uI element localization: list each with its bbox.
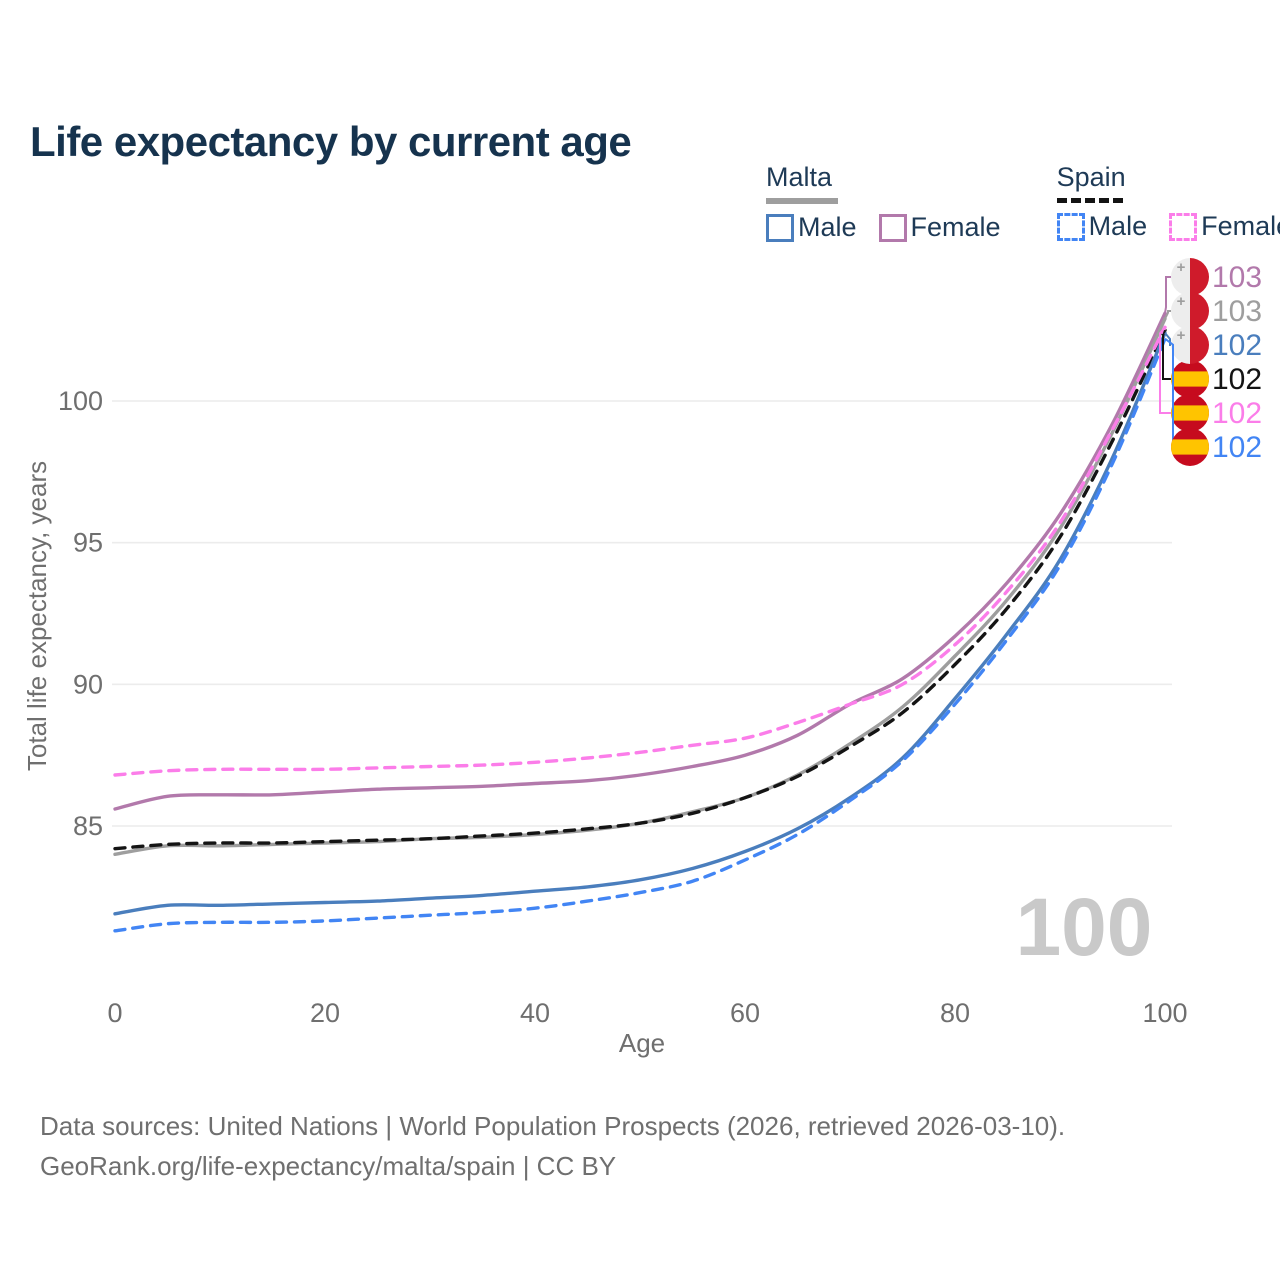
series-line-malta-female [113,311,1167,811]
y-axis-label: Total life expectancy, years [22,461,52,771]
attribution-text: GeoRank.org/life-expectancy/malta/spain … [40,1151,617,1181]
x-tick-0: 0 [107,998,122,1028]
endpoint-value-spain: 102 [1212,363,1262,396]
spain-flag-icon [1171,439,1209,455]
leader-line-malta [1164,310,1171,320]
chart-legend: Malta Male Female Spain Male [766,162,1280,243]
malta-cross-icon: + [1177,259,1186,276]
legend-spain-label: Spain [1056,162,1126,192]
endpoint-value-malta-female: 103 [1212,261,1262,294]
hovered-age-watermark: 100 [1016,882,1153,973]
x-tick-20: 20 [310,998,340,1028]
page-title: Life expectancy by current age [30,118,632,166]
leader-line-spain [1162,329,1171,380]
malta-female-swatch [878,213,907,242]
malta-flag-icon [1190,326,1209,364]
endpoint-value-spain-female: 102 [1212,397,1262,430]
y-tick-95: 95 [73,528,103,558]
endpoint-value-malta: 103 [1212,295,1262,328]
leader-line-malta-female [1164,276,1171,314]
x-tick-100: 100 [1142,998,1187,1028]
legend-malta-header[interactable]: Malta [766,162,1001,204]
footer: Data sources: United Nations | World Pop… [40,1106,1065,1186]
x-tick-60: 60 [730,998,760,1028]
legend-item-label: Male [798,212,857,242]
endpoint-value-spain-male: 102 [1212,431,1262,464]
malta-flag-icon [1171,326,1190,364]
legend-item-spain-male[interactable]: Male [1056,211,1148,242]
series-line-spain-male [113,337,1167,933]
y-tick-100: 100 [58,386,103,416]
data-sources-text: Data sources: United Nations | World Pop… [40,1111,1066,1141]
malta-solid-line-swatch [766,198,838,204]
spain-flag-icon [1171,371,1209,387]
malta-male-swatch [766,213,794,242]
legend-item-label: Male [1088,211,1148,241]
legend-malta-label: Malta [766,162,833,192]
malta-cross-icon: + [1177,327,1186,344]
y-tick-85: 85 [73,811,103,841]
x-tick-40: 40 [520,998,550,1028]
spain-dashed-line-swatch [1056,198,1123,203]
legend-item-malta-female[interactable]: Female [878,212,1001,243]
spain-female-swatch [1169,212,1198,241]
leader-line-spain-male [1164,337,1174,448]
x-axis-label: Age [619,1028,665,1058]
legend-item-malta-male[interactable]: Male [766,212,857,243]
y-tick-90: 90 [73,669,103,699]
malta-cross-icon: + [1177,293,1186,310]
spain-male-swatch [1056,212,1085,241]
spain-flag-icon [1171,405,1209,421]
legend-spain-header[interactable]: Spain [1056,162,1280,203]
legend-item-label: Female [910,212,1001,242]
malta-flag-icon [1190,292,1209,330]
series-line-malta-male [113,331,1167,916]
series-line-spain [113,328,1167,851]
x-tick-80: 80 [940,998,970,1028]
legend-item-label: Female [1201,211,1280,241]
endpoint-value-malta-male: 102 [1212,329,1262,362]
leader-line-spain-female [1159,326,1171,414]
legend-group-spain: Spain Male Female [1056,162,1280,243]
malta-flag-icon [1171,292,1190,330]
malta-flag-icon [1190,258,1209,296]
legend-item-spain-female[interactable]: Female [1169,211,1280,242]
legend-group-malta: Malta Male Female [766,162,1001,243]
malta-flag-icon [1171,258,1190,296]
series-line-spain-female [113,325,1167,777]
